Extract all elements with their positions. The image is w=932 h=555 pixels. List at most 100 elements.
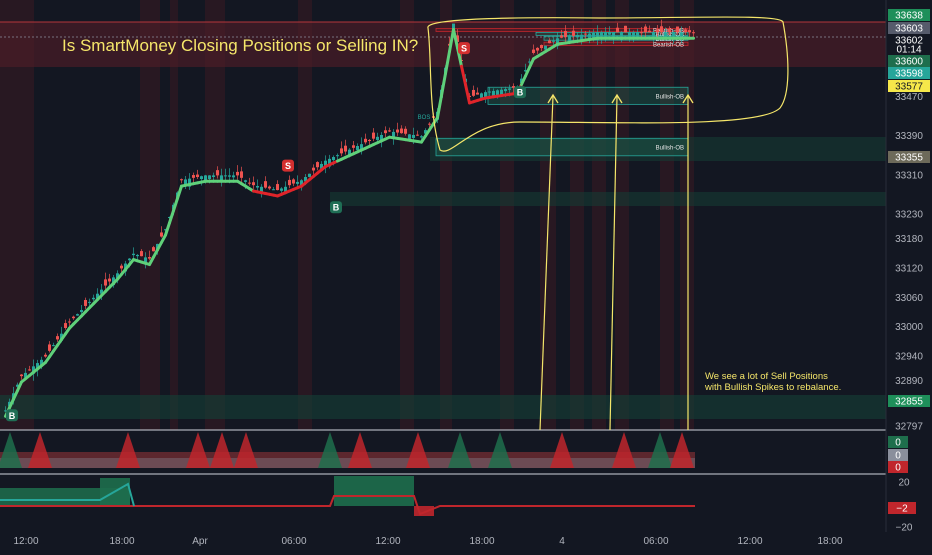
osc2-area-neg	[414, 506, 434, 516]
candle-body	[424, 130, 427, 134]
candle-body	[232, 175, 235, 178]
candle-body	[284, 186, 287, 192]
candle-body	[320, 163, 323, 169]
session-band	[440, 0, 452, 430]
candle-body	[536, 47, 539, 51]
price-label-box	[888, 80, 930, 92]
candle-body	[548, 40, 551, 44]
price-tick-label: 32797	[895, 422, 923, 433]
candle-body	[312, 167, 315, 171]
price-tick-label: 33310	[895, 170, 923, 181]
price-label-text: 01:14	[896, 45, 921, 56]
candle-body	[360, 144, 363, 150]
price-tick-label: 33230	[895, 210, 923, 221]
candle-body	[68, 321, 71, 323]
candle-body	[76, 314, 79, 316]
candle-body	[260, 186, 263, 195]
chart-title: Is SmartMoney Closing Positions or Selli…	[62, 36, 419, 55]
order-block-label: Bullish-OB	[656, 146, 684, 152]
candle-body	[344, 145, 347, 152]
price-label-text: 33602	[895, 36, 923, 47]
candle-body	[348, 149, 351, 157]
price-label-box	[888, 395, 930, 407]
osc1-base-grey	[0, 458, 695, 468]
candle-body	[452, 23, 455, 30]
trend-segment	[436, 94, 443, 120]
signal-label: S	[461, 44, 467, 54]
candle-body	[148, 257, 151, 259]
candle-body	[264, 181, 267, 188]
candle-body	[188, 178, 191, 187]
osc1-spike	[186, 432, 210, 468]
price-label-text: 33638	[895, 11, 923, 22]
candle-body	[660, 26, 663, 33]
trend-segment	[528, 57, 535, 69]
session-band	[500, 0, 514, 430]
candle-body	[164, 229, 167, 231]
candle-body	[92, 297, 95, 300]
candle-body	[4, 410, 7, 412]
osc1-spike	[550, 432, 574, 468]
candle-body	[64, 323, 67, 328]
candle-body	[392, 131, 395, 138]
time-tick-label: 18:00	[469, 536, 494, 547]
time-tick-label: 4	[559, 536, 565, 547]
candle-body	[136, 254, 139, 257]
candle-body	[356, 146, 359, 151]
osc1-spike	[448, 432, 472, 468]
candle-body	[108, 278, 111, 282]
candle-body	[212, 175, 215, 178]
candle-body	[616, 27, 619, 33]
candle-body	[584, 33, 587, 35]
candle-body	[684, 29, 687, 33]
arrow-shaft	[609, 95, 618, 431]
candle-body	[56, 336, 59, 340]
title-band	[0, 22, 886, 67]
candle-body	[252, 182, 255, 186]
candle-body	[692, 32, 695, 34]
candles	[4, 19, 695, 413]
candle-body	[600, 32, 603, 37]
price-label-box	[888, 55, 930, 67]
order-block-label: Bearish-OB	[653, 42, 684, 48]
drawings	[427, 16, 789, 431]
candle-body	[488, 91, 491, 93]
candle-body	[572, 30, 575, 36]
candle-body	[296, 181, 299, 184]
session-band	[140, 0, 160, 430]
candle-body	[316, 162, 319, 168]
price-tick-label: 33000	[895, 322, 923, 333]
candle-body	[512, 86, 515, 88]
candle-body	[36, 363, 39, 370]
osc1-spike	[348, 432, 372, 468]
order-block-label: Bullish-OB	[656, 32, 684, 38]
osc2-value-box	[888, 502, 916, 514]
candle-body	[336, 155, 339, 157]
candle-body	[204, 175, 207, 183]
price-label-text: 33577	[895, 82, 923, 93]
price-tick-label: 33060	[895, 293, 923, 304]
candle-body	[608, 32, 611, 35]
price-tick-label: 33470	[895, 92, 923, 103]
candle-body	[656, 29, 659, 33]
time-tick-label: 06:00	[281, 536, 306, 547]
candle-body	[400, 128, 403, 134]
signal-label: B	[517, 88, 524, 98]
price-label-box	[888, 151, 930, 163]
candle-body	[228, 175, 231, 177]
candle-body	[644, 26, 647, 33]
candle-body	[324, 160, 327, 167]
time-tick-label: 12:00	[13, 536, 38, 547]
candle-body	[500, 89, 503, 97]
price-label-text: 33600	[895, 57, 923, 68]
candle-body	[476, 92, 479, 95]
candle-body	[144, 257, 147, 264]
candle-body	[288, 179, 291, 186]
trend-segment	[440, 72, 447, 98]
candle-body	[612, 32, 615, 39]
candle-body	[16, 384, 19, 387]
candle-body	[588, 33, 591, 41]
candle-body	[128, 258, 131, 261]
candle-body	[352, 145, 355, 148]
